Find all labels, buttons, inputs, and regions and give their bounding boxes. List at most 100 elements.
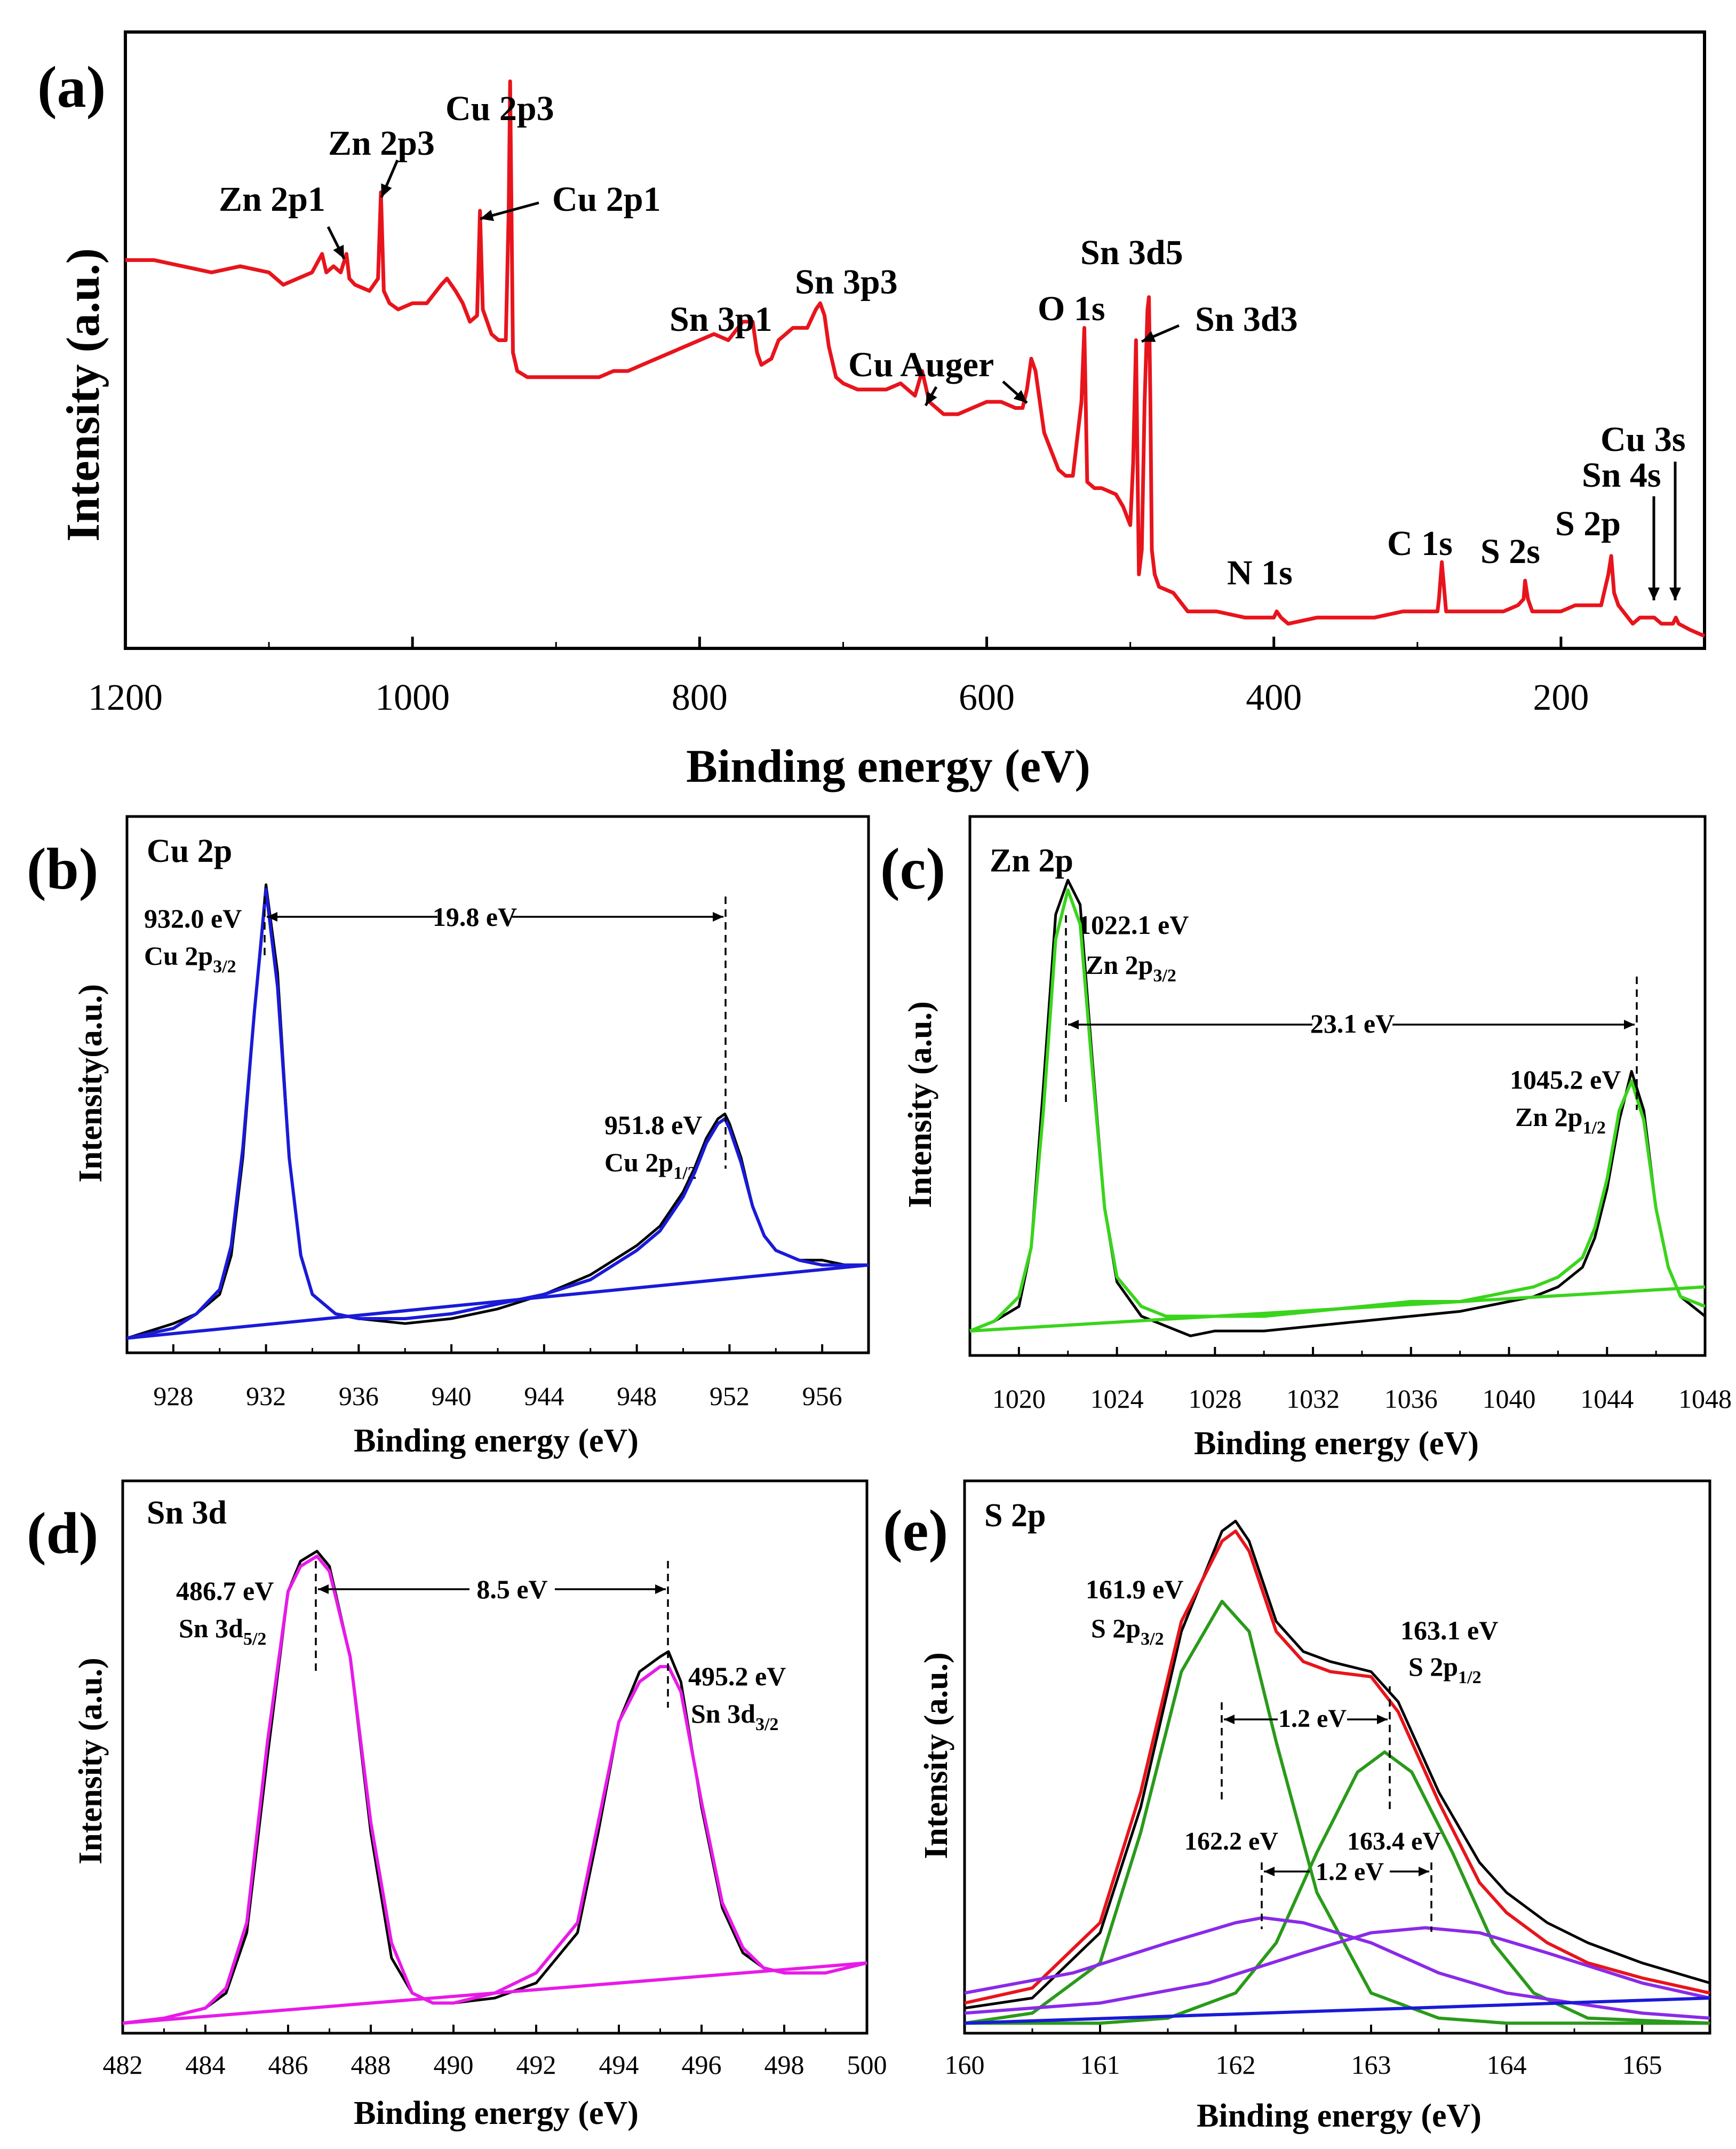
series-line-e-1 [964,1529,1710,2005]
peak-label-e-3: 162.2 eV [1184,1827,1278,1855]
peak-name-d-1-sub: 5/2 [243,1629,266,1649]
x-tick-label-d-4: 490 [434,2050,474,2080]
series-line-a-0 [125,79,1706,638]
peak-arrowhead-a-7 [1669,588,1681,600]
splitting-arrow-b-head-right [713,912,723,922]
x-tick-label-b-6: 952 [710,1381,750,1411]
peak-arrowhead-a-1 [381,183,392,197]
peak-arrowhead-a-0 [333,244,344,259]
peak-label-a-3: Cu 2p1 [552,180,661,219]
peak-arrowhead-a-6 [1648,588,1660,600]
series-line-d-2 [122,1961,867,2025]
splitting-label-c: 23.1 eV [1310,1009,1395,1038]
peak-label-e-1: 161.9 eV [1086,1574,1183,1604]
x-axis-label-c: Binding energy (eV) [1194,1425,1479,1462]
peak-arrowhead-a-5 [1142,331,1156,342]
x-tick-label-b-7: 956 [802,1381,842,1411]
y-axis-label-c: Intensity (a.u.) [902,1001,938,1208]
peak-label-a-6: Cu Auger [848,345,994,384]
y-axis-label-a: Intensity (a.u.) [58,248,109,542]
peak-label-a-2: Cu 2p3 [445,89,554,128]
peak-name-c-2: Zn 2p1/2 [1515,1102,1606,1138]
peak-arrowhead-a-4 [1013,390,1027,403]
peak-label-a-8: Sn 3d5 [1080,233,1183,272]
series-line-e-6 [964,1996,1710,2025]
peak-name-d-2-sub: 3/2 [755,1715,778,1734]
y-axis-label-d: Intensity (a.u.) [73,1658,109,1865]
chart-title-b: Cu 2p [147,833,232,869]
peak-name-c-1: Zn 2p3/2 [1086,950,1176,986]
peak-name-b-1-main: Cu 2p [144,941,213,971]
panel-label-e: (e) [883,1498,948,1563]
x-tick-label-b-3: 940 [432,1381,472,1411]
x-tick-label-c-5: 1040 [1483,1384,1536,1414]
splitting-arrow-e-2-head-right [1419,1867,1429,1876]
y-axis-label-b: Intensity(a.u.) [73,984,109,1183]
peak-label-b-2: 951.8 eV [604,1110,702,1140]
plot-frame-c [968,815,1707,1357]
x-tick-label-d-3: 488 [351,2050,391,2080]
peak-name-e-2-main: S 2p [1408,1652,1458,1682]
x-tick-label-e-3: 163 [1351,2050,1391,2080]
x-tick-label-b-1: 932 [246,1381,286,1411]
splitting-arrow-e-1-head-right [1377,1715,1388,1724]
x-tick-label-e-2: 162 [1216,2050,1256,2080]
peak-name-e-1-sub: 3/2 [1141,1629,1164,1649]
series-line-e-0 [964,1519,1710,2010]
peak-arrowhead-a-3 [926,391,937,406]
peak-label-a-5: Sn 3p3 [795,263,898,302]
peak-label-a-7: O 1s [1038,289,1105,328]
splitting-label-e-1: 1.2 eV [1278,1704,1347,1733]
panel-label-b: (b) [27,836,98,901]
x-tick-label-c-6: 1044 [1580,1384,1634,1414]
splitting-label-e-2: 1.2 eV [1316,1858,1384,1886]
splitting-arrow-d-head-right [655,1584,666,1594]
x-tick-label-a-3: 600 [959,677,1015,718]
x-tick-label-e-0: 160 [945,2050,985,2080]
panel-b-cu2p: (b) Cu 2p Intensity(a.u.) Binding energy… [27,815,870,1459]
series-line-d-1 [122,1555,867,2025]
x-tick-label-d-8: 498 [765,2050,805,2080]
x-tick-label-c-4: 1036 [1384,1384,1438,1414]
peak-label-e-2: 163.1 eV [1400,1615,1498,1645]
panel-d-sn3d: (d) Sn 3d Intensity (a.u.) Binding energ… [27,1479,887,2131]
peak-label-a-11: C 1s [1387,524,1453,563]
peak-label-e-4: 163.4 eV [1347,1827,1441,1855]
series-line-e-4 [964,1916,1710,2020]
x-tick-label-e-4: 164 [1487,2050,1527,2080]
peak-name-b-1-sub: 3/2 [213,957,236,977]
peak-name-e-2: S 2p1/2 [1408,1652,1482,1687]
x-tick-label-d-6: 494 [599,2050,639,2080]
peak-name-d-1: Sn 3d5/2 [179,1613,266,1649]
x-tick-label-a-0: 1200 [88,677,163,718]
splitting-arrow-d-head-left [318,1584,329,1594]
series-line-c-2 [969,1285,1706,1333]
peak-label-a-13: S 2p [1555,504,1621,543]
x-tick-label-d-7: 496 [682,2050,722,2080]
chart-title-c: Zn 2p [990,843,1073,879]
panel-c-zn2p: (c) Zn 2p Intensity (a.u.) Binding energ… [880,815,1732,1462]
chart-title-d: Sn 3d [147,1495,227,1531]
peak-name-d-2-main: Sn 3d [691,1699,755,1728]
splitting-arrow-e-1-head-left [1224,1715,1235,1724]
peak-label-d-2: 495.2 eV [688,1661,786,1691]
peak-label-c-1: 1022.1 eV [1078,910,1189,940]
x-tick-label-c-3: 1032 [1286,1384,1340,1414]
peak-label-a-0: Zn 2p1 [219,180,325,219]
splitting-label-b: 19.8 eV [433,902,517,932]
x-tick-label-b-5: 948 [617,1381,657,1411]
x-tick-label-d-9: 500 [847,2050,887,2080]
splitting-arrow-c-head-right [1624,1020,1635,1029]
x-axis-label-e: Binding energy (eV) [1197,2098,1482,2134]
peak-label-a-10: N 1s [1227,553,1293,592]
peak-name-e-1: S 2p3/2 [1091,1613,1164,1649]
panel-label-c: (c) [880,836,945,901]
x-tick-label-e-1: 161 [1080,2050,1120,2080]
splitting-arrow-b-head-left [267,912,277,922]
x-tick-label-b-4: 944 [524,1381,564,1411]
y-axis-label-e: Intensity (a.u.) [918,1652,954,1859]
peak-name-e-1-main: S 2p [1091,1613,1141,1643]
x-axis-label-b: Binding energy (eV) [354,1423,639,1459]
panel-label-d: (d) [27,1501,98,1566]
